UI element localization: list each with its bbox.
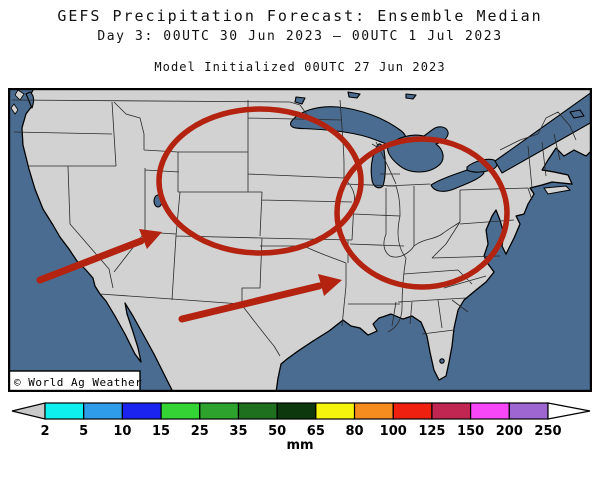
annotation-arrow-south-shaft bbox=[178, 282, 323, 323]
colorbar-segment bbox=[315, 402, 356, 420]
colorbar-tick-label: 25 bbox=[191, 424, 209, 439]
colorbar-right-arrow bbox=[547, 402, 591, 420]
colorbar-segment bbox=[353, 402, 394, 420]
long-island bbox=[543, 185, 572, 195]
colorbar-segment bbox=[121, 402, 162, 420]
forecast-annotations bbox=[36, 106, 510, 323]
us-precipitation-map: © World Ag Weather bbox=[8, 88, 592, 392]
watermark-text: © World Ag Weather bbox=[14, 376, 142, 389]
colorbar-segment bbox=[392, 402, 433, 420]
colorbar-tick-label: 200 bbox=[496, 424, 523, 439]
colorbar-tick-label: 100 bbox=[380, 424, 407, 439]
annotation-arrow-south-head bbox=[318, 274, 342, 296]
lake-erie bbox=[430, 167, 485, 192]
forecast-period-subtitle: Day 3: 00UTC 30 Jun 2023 — 00UTC 1 Jul 2… bbox=[97, 29, 503, 44]
st-lawrence-gulf bbox=[494, 91, 592, 174]
state-borders bbox=[11, 99, 577, 357]
precip-colorbar: 2 5 10 15 25 35 50 65 80 100 125 150 200 250 mm bbox=[11, 402, 591, 453]
colorbar-tick-label: 125 bbox=[418, 424, 445, 439]
colorbar-tick-label: 15 bbox=[152, 424, 170, 439]
canadian-lakes bbox=[294, 91, 417, 105]
lake-okeechobee bbox=[439, 358, 445, 364]
colorbar-left-arrow bbox=[11, 402, 46, 420]
colorbar-tick-label: 2 bbox=[40, 424, 49, 439]
annotation-arrow-west-shaft bbox=[36, 237, 145, 284]
colorbar-tick-label: 80 bbox=[345, 424, 363, 439]
colorbar-segment bbox=[199, 402, 240, 420]
colorbar-tick-label: 5 bbox=[79, 424, 88, 439]
colorbar-segment bbox=[276, 402, 317, 420]
colorbar-segment bbox=[83, 402, 123, 420]
page-title: GEFS Precipitation Forecast: Ensemble Me… bbox=[57, 7, 543, 25]
colorbar-segment bbox=[237, 402, 278, 420]
colorbar-tick-label: 50 bbox=[268, 424, 286, 439]
colorbar-tick-label: 10 bbox=[113, 424, 131, 439]
colorbar-segment bbox=[470, 402, 510, 420]
colorbar-segment bbox=[431, 402, 472, 420]
colorbar-unit-label: mm bbox=[286, 438, 313, 453]
colorbar-segment bbox=[160, 402, 201, 420]
watermark: © World Ag Weather bbox=[8, 370, 142, 392]
map-frame bbox=[8, 88, 592, 392]
prince-edward-island bbox=[569, 109, 585, 119]
colorbar-segment bbox=[508, 402, 549, 420]
highlight-ellipse-plains bbox=[156, 106, 364, 256]
colorbar-tick-label: 65 bbox=[307, 424, 325, 439]
colorbar-tick-label: 150 bbox=[457, 424, 484, 439]
colorbar-segment bbox=[44, 402, 85, 420]
annotation-arrow-west-head bbox=[139, 229, 162, 249]
model-init-subtitle: Model Initialized 00UTC 27 Jun 2023 bbox=[154, 60, 446, 74]
colorbar-segments bbox=[44, 402, 549, 420]
highlight-ellipse-east bbox=[334, 136, 510, 290]
colorbar-tick-label: 35 bbox=[229, 424, 247, 439]
colorbar-tick-label: 250 bbox=[534, 424, 561, 439]
colorbar-tick-labels: 2 5 10 15 25 35 50 65 80 100 125 150 200 250 bbox=[40, 424, 561, 439]
